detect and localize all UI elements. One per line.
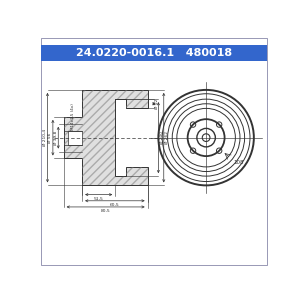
Text: 24.0220-0016.1   480018: 24.0220-0016.1 480018	[76, 48, 232, 58]
Text: Ø 210,4: Ø 210,4	[43, 129, 47, 146]
Bar	[40, 45, 267, 61]
Text: Ø 56: Ø 56	[48, 133, 52, 143]
Text: Ø 262: Ø 262	[165, 131, 169, 144]
Polygon shape	[68, 131, 82, 145]
Text: Ø 52: Ø 52	[155, 99, 159, 109]
Text: Ø 39,8: Ø 39,8	[53, 130, 58, 145]
Text: 60,5: 60,5	[110, 203, 120, 207]
Text: 108: 108	[233, 160, 244, 165]
Polygon shape	[64, 90, 148, 185]
Text: M14x1,5 (4x): M14x1,5 (4x)	[70, 103, 75, 130]
Text: Ø 200: Ø 200	[160, 131, 164, 144]
Text: 80,5: 80,5	[101, 209, 110, 213]
Text: 51,5: 51,5	[94, 197, 104, 201]
